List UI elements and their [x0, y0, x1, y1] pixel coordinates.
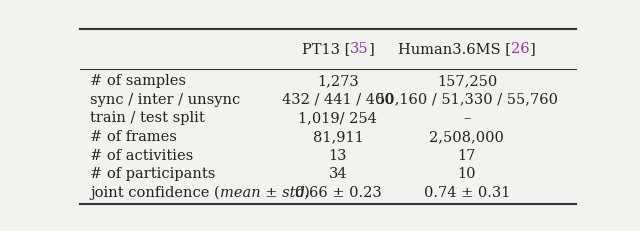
Text: 81,911: 81,911: [312, 130, 364, 144]
Text: 157,250: 157,250: [436, 74, 497, 88]
Text: –: –: [463, 111, 470, 125]
Text: 1,019/ 254: 1,019/ 254: [298, 111, 378, 125]
Text: 0.74 ± 0.31: 0.74 ± 0.31: [424, 186, 510, 200]
Text: # of samples: # of samples: [90, 74, 186, 88]
Text: train / test split: train / test split: [90, 111, 205, 125]
Text: sync / inter / unsync: sync / inter / unsync: [90, 93, 240, 107]
Text: 432 / 441 / 400: 432 / 441 / 400: [282, 93, 394, 107]
Text: # of activities: # of activities: [90, 149, 193, 163]
Text: # of participants: # of participants: [90, 167, 215, 182]
Text: joint confidence (: joint confidence (: [90, 186, 220, 200]
Text: PT13 [: PT13 [: [301, 42, 350, 56]
Text: 26: 26: [511, 42, 530, 56]
Text: ]: ]: [530, 42, 536, 56]
Text: ]: ]: [369, 42, 374, 56]
Text: 0.66 ± 0.23: 0.66 ± 0.23: [294, 186, 381, 200]
Text: 2,508,000: 2,508,000: [429, 130, 504, 144]
Text: ): ): [305, 186, 310, 200]
Text: 34: 34: [328, 167, 348, 182]
Text: 13: 13: [329, 149, 347, 163]
Text: mean ± std: mean ± std: [220, 186, 305, 200]
Text: # of frames: # of frames: [90, 130, 177, 144]
Text: Human3.6MS [: Human3.6MS [: [398, 42, 511, 56]
Text: 10: 10: [458, 167, 476, 182]
Text: 35: 35: [350, 42, 369, 56]
Text: 50,160 / 51,330 / 55,760: 50,160 / 51,330 / 55,760: [376, 93, 558, 107]
Text: 1,273: 1,273: [317, 74, 359, 88]
Text: 17: 17: [458, 149, 476, 163]
